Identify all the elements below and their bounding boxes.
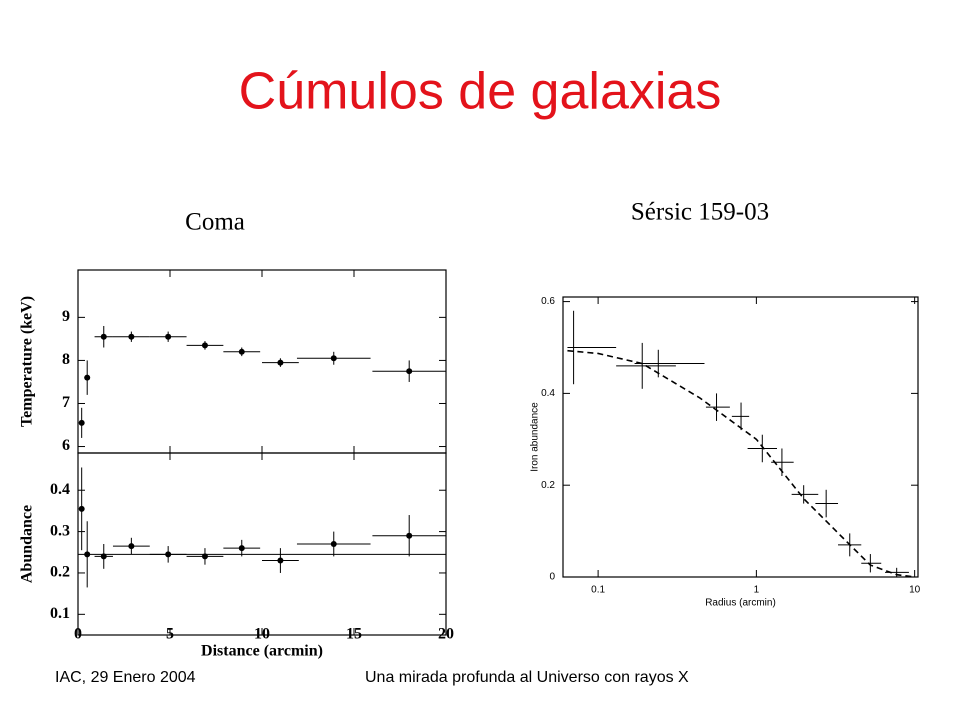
y-tick-label: 0.4 xyxy=(541,388,555,399)
x-axis-label: Radius (arcmin) xyxy=(705,598,776,609)
plot-frame xyxy=(77,269,447,454)
x-tick-label: 15 xyxy=(346,626,362,643)
data-point xyxy=(165,551,172,558)
data-point xyxy=(128,333,135,340)
y-tick-label: 0.2 xyxy=(50,564,70,581)
data-point xyxy=(201,342,208,349)
slide-title: Cúmulos de galaxias xyxy=(239,63,722,121)
data-point xyxy=(201,553,208,560)
x-tick-label: 0.1 xyxy=(591,585,605,596)
x-tick-label: 20 xyxy=(438,626,454,643)
data-point xyxy=(78,505,85,512)
data-point xyxy=(128,543,135,550)
data-point xyxy=(406,532,413,539)
y-tick-label: 9 xyxy=(62,308,70,325)
x-tick-label: 5 xyxy=(166,626,174,643)
x-tick-label: 10 xyxy=(254,626,270,643)
y-tick-label: 0.2 xyxy=(541,480,555,491)
data-point xyxy=(100,333,107,340)
data-point xyxy=(238,348,245,355)
y-axis-label: Abundance xyxy=(19,505,36,583)
plot-frame xyxy=(562,296,919,578)
y-tick-label: 8 xyxy=(62,351,70,368)
y-tick-label: 0 xyxy=(549,572,555,583)
data-point xyxy=(277,359,284,366)
data-point xyxy=(330,355,337,362)
x-axis-label: Distance (arcmin) xyxy=(201,643,323,660)
model-line xyxy=(567,349,915,578)
y-tick-label: 7 xyxy=(62,394,70,411)
data-point xyxy=(165,333,172,340)
chart-title: Coma xyxy=(185,209,245,236)
footer-left: IAC, 29 Enero 2004 xyxy=(55,669,196,686)
chart-title: Sérsic 159-03 xyxy=(631,199,769,226)
y-tick-label: 0.1 xyxy=(50,605,70,622)
x-tick-label: 0 xyxy=(74,626,82,643)
y-axis-label: Iron abundance xyxy=(530,402,541,472)
x-tick-label: 10 xyxy=(909,585,921,596)
y-tick-label: 0.4 xyxy=(50,481,70,498)
y-tick-label: 0.3 xyxy=(50,522,70,539)
y-axis-label: Temperature (keV) xyxy=(19,296,36,427)
footer-right: Una mirada profunda al Universo con rayo… xyxy=(365,669,689,686)
data-point xyxy=(84,374,91,381)
data-point xyxy=(277,557,284,564)
data-point xyxy=(330,541,337,547)
data-point xyxy=(78,419,85,426)
data-point xyxy=(238,545,245,552)
y-tick-label: 6 xyxy=(62,437,70,454)
data-point xyxy=(84,551,91,558)
data-point xyxy=(100,553,107,560)
x-tick-label: 1 xyxy=(754,585,760,596)
data-point xyxy=(406,368,413,375)
y-tick-label: 0.6 xyxy=(541,296,555,307)
